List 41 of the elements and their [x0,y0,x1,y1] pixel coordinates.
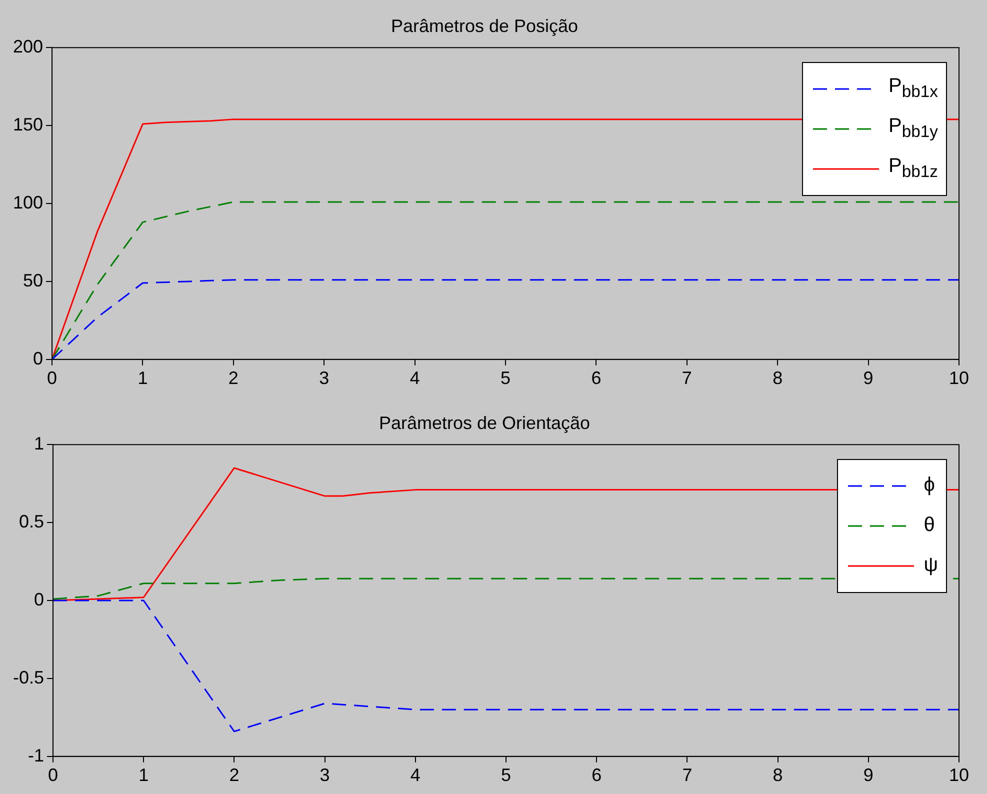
x-tick-label: 6 [592,765,602,786]
y-tick-label: 0 [34,589,44,610]
x-tick-label: 3 [320,765,330,786]
x-tick-label: 0 [47,368,58,388]
x-tick-label: 7 [682,765,692,786]
legend-label: P$_{bb1x}$ [888,75,938,102]
x-tick-label: 9 [863,368,874,388]
legend-label: ϕ [924,474,935,498]
x-tick-label: 8 [772,765,783,786]
line-series [53,600,959,732]
x-tick-label: 1 [138,765,149,786]
y-tick-label: 50 [23,270,44,290]
x-tick-label: 1 [138,368,148,388]
x-tick-label: 4 [410,368,420,388]
x-tick-label: 4 [410,765,420,786]
x-tick-label: 2 [229,765,240,786]
x-tick-label: 0 [48,765,58,786]
legend-label: P$_{bb1z}$ [888,155,938,182]
x-tick-label: 9 [863,765,874,786]
legend-label: P$_{bb1y}$ [888,115,938,142]
y-tick-label: -1 [28,745,44,766]
x-tick-label: 6 [591,368,602,388]
x-tick-label: 3 [319,368,330,388]
legend-label: ψ [924,554,938,578]
x-tick-label: 5 [501,765,512,786]
x-tick-label: 7 [682,368,692,388]
x-tick-label: 2 [228,368,238,388]
chart-title: Parâmetros de Orientação [378,412,590,433]
y-tick-label: 1 [34,434,44,454]
x-tick-label: 8 [772,368,783,388]
x-tick-label: 10 [948,765,970,786]
chart-title: Parâmetros de Posição [390,16,578,36]
y-tick-label: -0.5 [12,667,44,688]
legend-label: θ [924,514,935,538]
y-tick-label: 100 [12,192,44,212]
y-tick-label: 150 [12,114,44,135]
x-tick-label: 10 [948,368,970,388]
y-tick-label: 0.5 [18,512,44,532]
x-tick-label: 5 [500,368,511,388]
y-tick-label: 200 [12,36,44,57]
y-tick-label: 0 [33,348,44,368]
